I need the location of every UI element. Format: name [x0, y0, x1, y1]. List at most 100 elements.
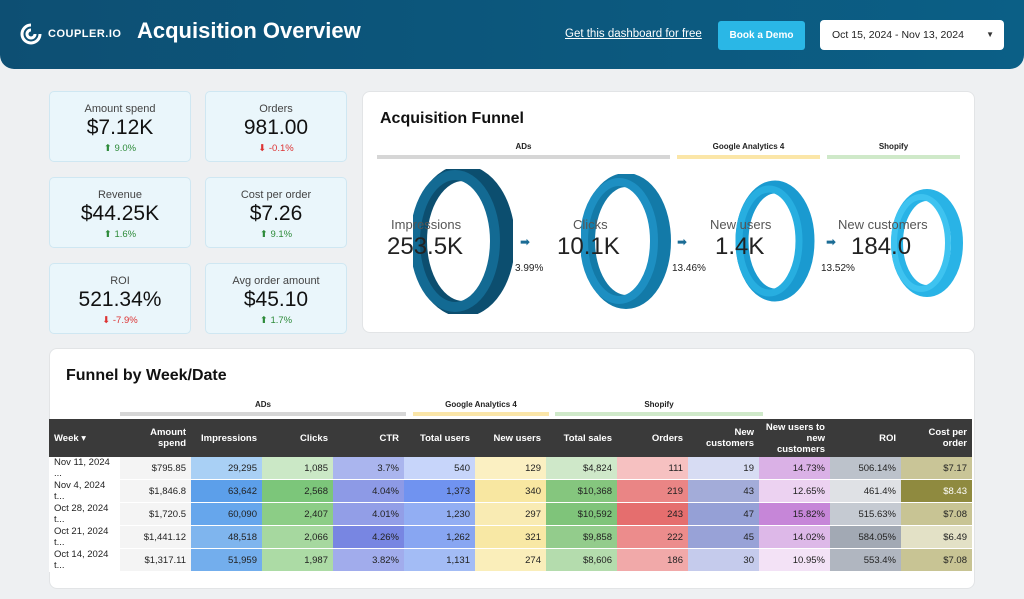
column-header[interactable]: Orders — [617, 419, 688, 457]
funnel-stage-label: Clicks — [573, 217, 608, 232]
column-header[interactable]: ROI — [830, 419, 901, 457]
table-cell: 2,407 — [262, 502, 333, 526]
table-cell: 51,959 — [191, 548, 262, 572]
sort-down-icon: ▾ — [81, 432, 87, 444]
kpi-change: ⬆ 9.0% — [103, 143, 137, 154]
table-cell: 222 — [617, 525, 688, 549]
kpi-card-avg-order-amount: Avg order amount $45.10 ⬆ 1.7% — [205, 263, 347, 334]
arrow-up-icon: ⬆ — [103, 143, 112, 154]
table-cell: $8,606 — [546, 548, 617, 572]
table-cell: $1,317.11 — [120, 548, 191, 572]
column-header[interactable]: CTR — [333, 419, 404, 457]
kpi-change: ⬇ -7.9% — [102, 315, 138, 326]
funnel-ring-new-customers — [891, 189, 963, 297]
kpi-label: Orders — [259, 103, 293, 115]
column-header[interactable]: Impressions — [191, 419, 262, 457]
table-cell: $7.17 — [901, 457, 972, 480]
acquisition-funnel-panel: Acquisition Funnel ADs Google Analytics … — [362, 91, 975, 333]
column-header[interactable]: New users — [475, 419, 546, 457]
kpi-change: ⬆ 1.6% — [103, 229, 137, 240]
table-cell: 12.65% — [759, 479, 830, 503]
table-row: Oct 14, 2024 t... $1,317.11 51,959 1,987… — [49, 548, 972, 572]
table-cell: 47 — [688, 502, 759, 526]
table-cell: 60,090 — [191, 502, 262, 526]
table-cell: 3.7% — [333, 457, 404, 480]
table-cell: Nov 4, 2024 t... — [49, 479, 120, 503]
group-label-shopify: Shopify — [878, 142, 909, 151]
column-header[interactable]: Total sales — [546, 419, 617, 457]
arrow-right-icon: ➡ — [677, 235, 688, 249]
table-cell: 2,066 — [262, 525, 333, 549]
funnel-stage-label: Impressions — [391, 217, 462, 232]
table-cell: 45 — [688, 525, 759, 549]
table-cell: Oct 28, 2024 t... — [49, 502, 120, 526]
kpi-change: ⬇ -0.1% — [258, 143, 294, 154]
kpi-value: 521.34% — [78, 288, 162, 311]
date-range-value: Oct 15, 2024 - Nov 13, 2024 — [832, 29, 964, 41]
group-bar-ads — [120, 412, 406, 416]
table-cell: 43 — [688, 479, 759, 503]
arrow-up-icon: ⬆ — [103, 229, 112, 240]
date-range-select[interactable]: Oct 15, 2024 - Nov 13, 2024 ▼ — [820, 20, 1004, 50]
funnel-stage-value: 184.0 — [851, 233, 912, 260]
arrow-up-icon: ⬆ — [259, 229, 268, 240]
table-cell: $7.08 — [901, 548, 972, 572]
funnel-rate: 13.46% — [672, 263, 706, 274]
table-cell: 48,518 — [191, 525, 262, 549]
funnel-stage-label: New customers — [838, 217, 928, 232]
funnel-ring-clicks — [581, 174, 671, 309]
group-bar-ga4 — [413, 412, 549, 416]
kpi-value: $7.26 — [249, 202, 303, 225]
table-cell: 19 — [688, 457, 759, 480]
funnel-stage-value: 253.5K — [387, 233, 464, 260]
kpi-card-amount-spend: Amount spend $7.12K ⬆ 9.0% — [49, 91, 191, 162]
table-cell: 1,373 — [404, 479, 475, 503]
table-cell: 584.05% — [830, 525, 901, 549]
table-cell: 243 — [617, 502, 688, 526]
table-cell: 219 — [617, 479, 688, 503]
column-header-week[interactable]: Week ▾ — [49, 419, 120, 457]
kpi-card-roi: ROI 521.34% ⬇ -7.9% — [49, 263, 191, 334]
table-cell: $10,592 — [546, 502, 617, 526]
column-header[interactable]: Cost per order — [901, 419, 972, 457]
table-cell: 1,085 — [262, 457, 333, 480]
table-cell: Oct 21, 2024 t... — [49, 525, 120, 549]
group-label-shopify: Shopify — [644, 400, 674, 409]
kpi-value: $45.10 — [243, 288, 309, 311]
table-cell: 4.26% — [333, 525, 404, 549]
column-header[interactable]: New customers — [688, 419, 759, 457]
kpi-value: $7.12K — [86, 116, 154, 139]
page-title: Acquisition Overview — [137, 18, 361, 43]
book-demo-button[interactable]: Book a Demo — [718, 21, 805, 50]
funnel-stage-value: 1.4K — [715, 233, 765, 260]
table-cell: 461.4% — [830, 479, 901, 503]
table-cell: 111 — [617, 457, 688, 480]
table-cell: 553.4% — [830, 548, 901, 572]
table-cell: 297 — [475, 502, 546, 526]
kpi-change: ⬆ 1.7% — [259, 315, 293, 326]
table-cell: 30 — [688, 548, 759, 572]
funnel-rate: 13.52% — [821, 263, 855, 274]
table-cell: $1,720.5 — [120, 502, 191, 526]
table-cell: $7.08 — [901, 502, 972, 526]
table-cell: 14.73% — [759, 457, 830, 480]
table-cell: $1,441.12 — [120, 525, 191, 549]
table-cell: $4,824 — [546, 457, 617, 480]
kpi-change: ⬆ 9.1% — [259, 229, 293, 240]
column-header[interactable]: Total users — [404, 419, 475, 457]
table-cell: $1,846.8 — [120, 479, 191, 503]
column-header[interactable]: New users to new customers — [759, 419, 830, 457]
column-header[interactable]: Amount spend — [120, 419, 191, 457]
kpi-label: Cost per order — [240, 189, 312, 201]
arrow-down-icon: ⬇ — [258, 143, 267, 154]
table-row: Nov 11, 2024 ... $795.85 29,295 1,085 3.… — [49, 457, 972, 480]
group-label-ga4: Google Analytics 4 — [712, 142, 785, 151]
column-header[interactable]: Clicks — [262, 419, 333, 457]
kpi-card-orders: Orders 981.00 ⬇ -0.1% — [205, 91, 347, 162]
table-cell: 14.02% — [759, 525, 830, 549]
coupler-logo[interactable]: COUPLER.IO — [20, 23, 121, 45]
table-row: Oct 28, 2024 t... $1,720.5 60,090 2,407 … — [49, 502, 972, 526]
funnel-rate: 3.99% — [515, 263, 544, 274]
logo-text: COUPLER.IO — [48, 28, 122, 40]
get-dashboard-link[interactable]: Get this dashboard for free — [565, 28, 702, 40]
